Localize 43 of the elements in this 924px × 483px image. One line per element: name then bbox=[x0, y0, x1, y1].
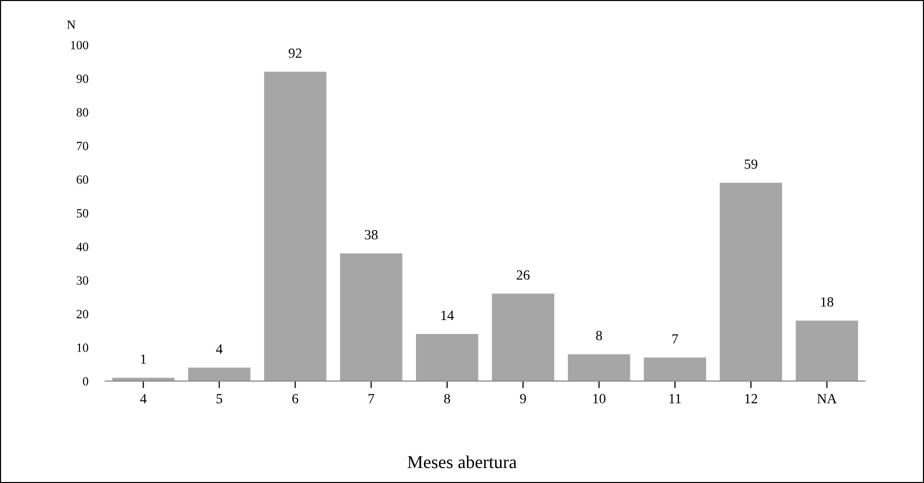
bar bbox=[416, 334, 478, 382]
bar bbox=[568, 354, 630, 382]
y-tick-label: 30 bbox=[76, 276, 88, 285]
y-tick-label: 0 bbox=[82, 377, 88, 386]
x-tick-label: 5 bbox=[216, 394, 222, 404]
data-label: 7 bbox=[672, 334, 678, 344]
bar bbox=[112, 378, 174, 382]
y-axis-title: N bbox=[67, 20, 76, 29]
bar bbox=[188, 368, 250, 382]
x-tick-label: NA bbox=[817, 394, 837, 404]
y-tick-label: 90 bbox=[76, 74, 88, 83]
bar bbox=[796, 320, 858, 382]
x-tick-label: 7 bbox=[368, 394, 374, 404]
x-axis-title: Meses abertura bbox=[408, 455, 517, 468]
y-tick-label: 100 bbox=[71, 40, 88, 50]
y-tick-label: 40 bbox=[76, 242, 88, 252]
data-label: 14 bbox=[441, 310, 454, 320]
data-label: 59 bbox=[744, 159, 758, 169]
x-tick-label: 10 bbox=[593, 394, 606, 404]
x-tick-label: 9 bbox=[520, 394, 526, 404]
x-tick-label: 8 bbox=[444, 394, 450, 404]
bar bbox=[492, 294, 554, 382]
bar bbox=[720, 182, 782, 382]
bar bbox=[264, 72, 326, 382]
y-tick-label: 20 bbox=[76, 310, 88, 318]
y-tick-label: 50 bbox=[76, 209, 88, 218]
data-label: 8 bbox=[596, 330, 602, 340]
data-label: 18 bbox=[821, 297, 834, 307]
data-label: 92 bbox=[288, 48, 302, 58]
bar bbox=[644, 358, 706, 382]
x-tick-label: 12 bbox=[745, 394, 758, 404]
x-tick-label: 11 bbox=[670, 394, 681, 404]
y-tick-label: 60 bbox=[76, 175, 88, 184]
x-tick-label: 4 bbox=[140, 394, 147, 404]
bar bbox=[340, 253, 402, 382]
data-label: 38 bbox=[364, 230, 378, 240]
y-tick-label: 70 bbox=[76, 142, 88, 150]
x-tick-label: 6 bbox=[292, 394, 298, 404]
y-tick-label: 80 bbox=[76, 108, 88, 117]
y-tick-label: 10 bbox=[77, 343, 88, 352]
data-label: 1 bbox=[141, 354, 146, 364]
data-label: 26 bbox=[516, 270, 530, 280]
data-label: 4 bbox=[216, 344, 223, 354]
